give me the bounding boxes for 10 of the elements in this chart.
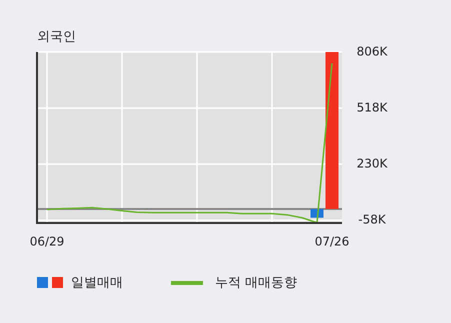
legend-label: 일별매매 <box>71 276 123 291</box>
y-tick-label: -58K <box>358 212 387 227</box>
x-tick-label: 06/29 <box>30 234 64 248</box>
chart-title: 외국인 <box>37 30 76 45</box>
y-tick-label: 518K <box>356 100 389 114</box>
legend-label: 누적 매매동향 <box>215 276 298 291</box>
y-tick-label: 230K <box>356 156 389 170</box>
y-tick-label: 806K <box>356 44 389 58</box>
x-tick-label: 07/26 <box>314 234 350 248</box>
line-series <box>46 62 333 224</box>
